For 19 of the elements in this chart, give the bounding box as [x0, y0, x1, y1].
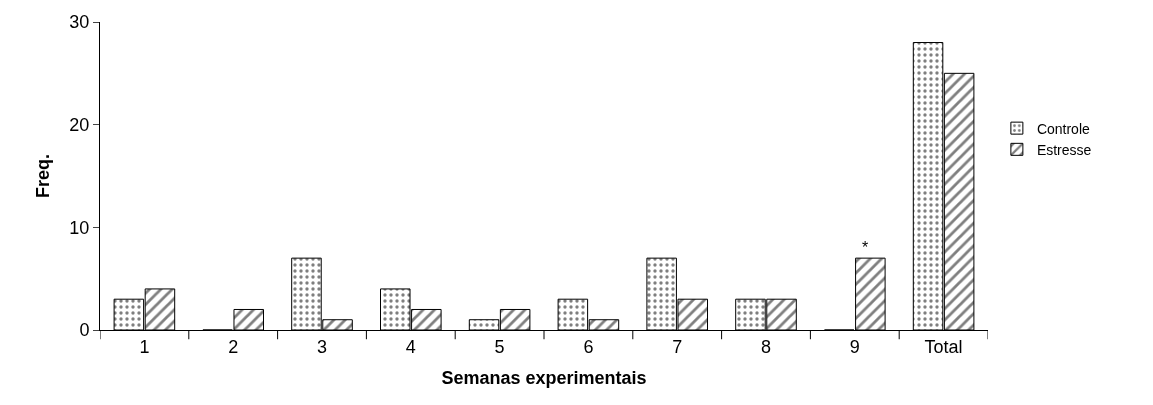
annotation: *: [862, 239, 869, 256]
y-tick-label: 0: [79, 320, 90, 341]
y-axis-title: Freq.: [32, 153, 53, 199]
x-tick-label: 9: [849, 336, 860, 357]
x-tick-label: 5: [494, 336, 505, 357]
y-tick-label: 20: [69, 114, 90, 135]
x-tick-label: 6: [583, 336, 594, 357]
y-tick-label: 30: [69, 12, 90, 33]
text: Controle: [1036, 120, 1091, 137]
x-tick-label: 3: [316, 336, 328, 357]
x-tick-label: 1: [139, 336, 150, 357]
x-axis-title: Semanas experimentais: [441, 367, 647, 388]
y-tick-label: 10: [69, 217, 90, 238]
x-tick-label: 8: [760, 336, 772, 357]
x-tick-label: Total: [924, 336, 963, 357]
x-tick-label: 4: [405, 336, 416, 357]
x-tick-label: 2: [228, 336, 239, 357]
text: Estresse: [1036, 141, 1092, 158]
x-tick-label: 7: [672, 336, 683, 357]
